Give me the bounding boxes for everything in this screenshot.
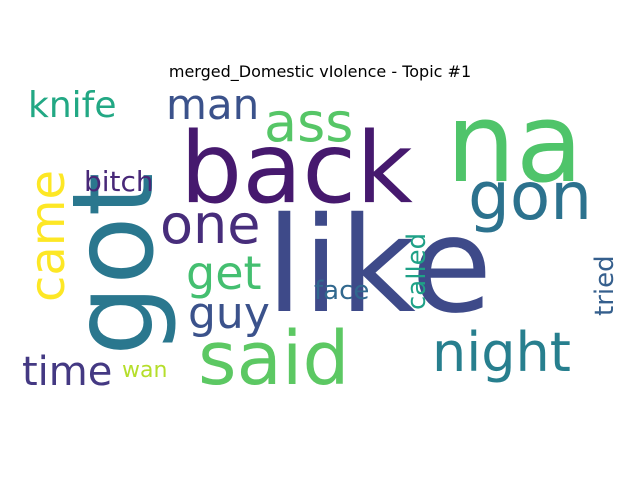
word-guy: guy: [188, 288, 270, 339]
word-ass: ass: [264, 91, 354, 154]
word-knife: knife: [28, 85, 117, 126]
word-get: get: [186, 246, 262, 300]
word-wan: wan: [122, 358, 168, 383]
word-came: came: [20, 169, 76, 302]
word-night: night: [432, 321, 571, 384]
word-na: na: [446, 79, 584, 207]
word-gon: gon: [468, 158, 593, 235]
word-back: back: [180, 112, 413, 226]
chart-title: merged_Domestic vIolence - Topic #1: [168, 62, 472, 81]
word-face: face: [314, 276, 370, 306]
word-like: like: [266, 189, 493, 343]
word-time: time: [22, 349, 113, 395]
word-one: one: [160, 193, 261, 256]
word-said: said: [198, 316, 350, 402]
word-called: called: [402, 232, 432, 310]
word-man: man: [166, 80, 260, 129]
word-tried: tried: [590, 255, 620, 316]
word-bitch: bitch: [84, 165, 154, 198]
